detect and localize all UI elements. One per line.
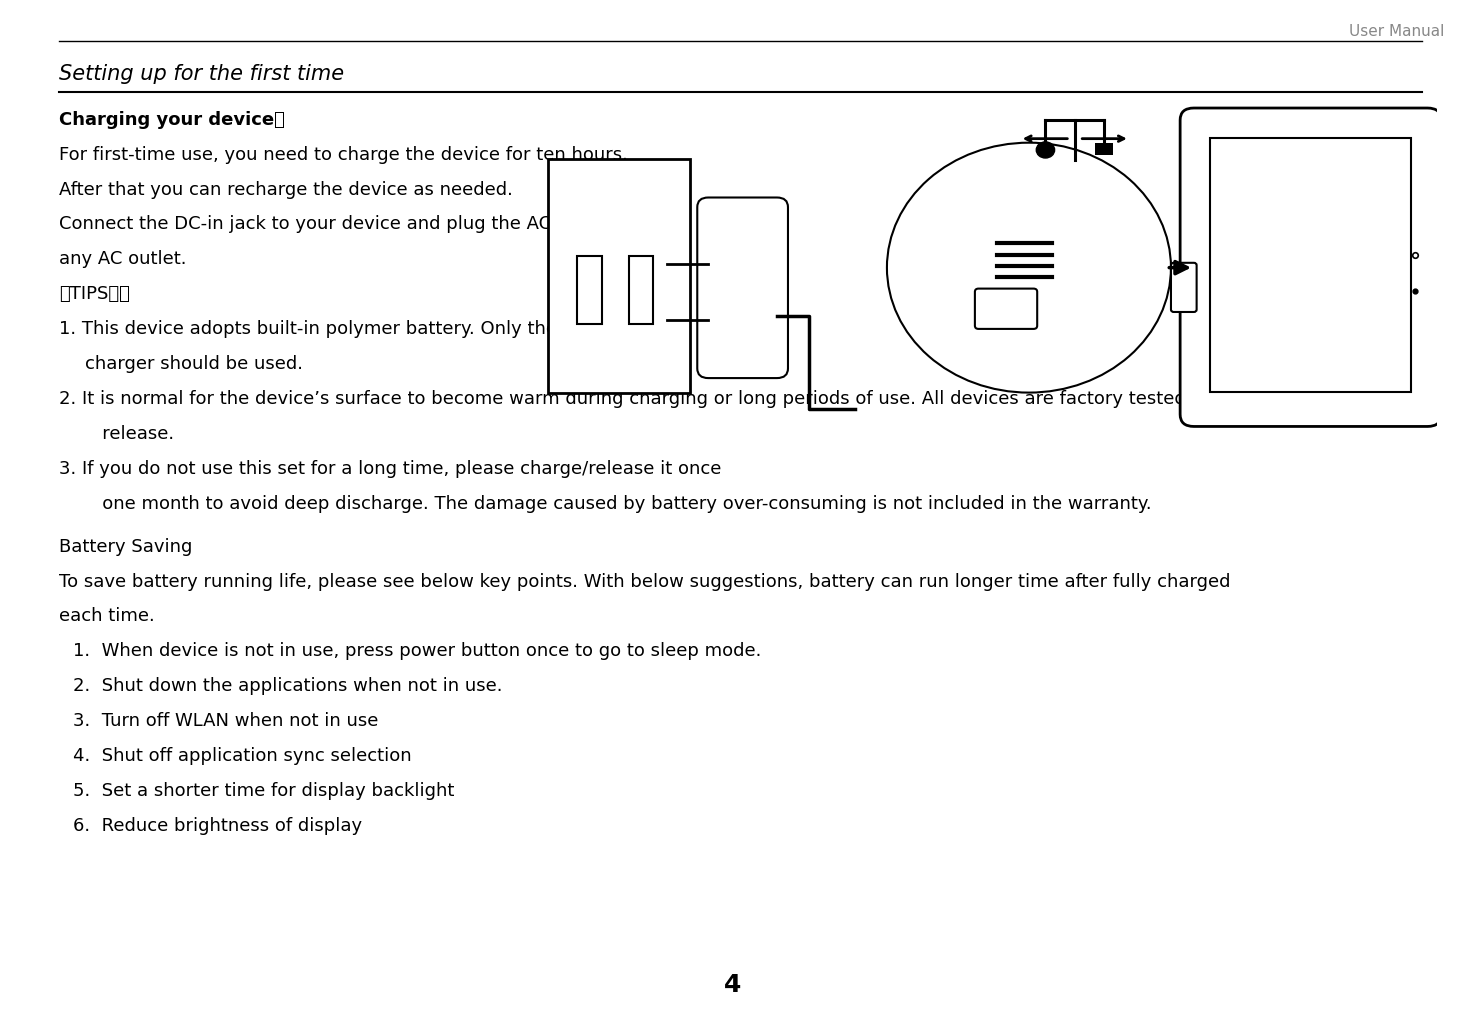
Text: For first-time use, you need to charge the device for ten hours.: For first-time use, you need to charge t… xyxy=(59,146,627,164)
Text: release.: release. xyxy=(85,425,174,443)
Text: 2.  Shut down the applications when not in use.: 2. Shut down the applications when not i… xyxy=(73,677,503,696)
Text: any AC outlet.: any AC outlet. xyxy=(59,250,186,269)
Text: 【TIPS】：: 【TIPS】： xyxy=(59,285,129,304)
Text: 5.  Set a shorter time for display backlight: 5. Set a shorter time for display backli… xyxy=(73,782,454,800)
FancyBboxPatch shape xyxy=(975,288,1038,329)
FancyBboxPatch shape xyxy=(698,198,789,379)
Text: each time.: each time. xyxy=(59,607,154,626)
Text: 1. This device adopts built-in polymer battery. Only the specified: 1. This device adopts built-in polymer b… xyxy=(59,320,644,339)
Circle shape xyxy=(1036,142,1054,158)
FancyBboxPatch shape xyxy=(1211,137,1410,392)
FancyBboxPatch shape xyxy=(1171,263,1196,312)
Text: 2. It is normal for the device’s surface to become warm during charging or long : 2. It is normal for the device’s surface… xyxy=(59,390,1249,408)
FancyBboxPatch shape xyxy=(548,159,690,393)
Text: 6.  Reduce brightness of display: 6. Reduce brightness of display xyxy=(73,817,362,835)
FancyBboxPatch shape xyxy=(1180,108,1441,427)
FancyBboxPatch shape xyxy=(629,255,654,324)
Text: Setting up for the first time: Setting up for the first time xyxy=(59,64,343,83)
Text: Connect the DC-in jack to your device and plug the AC adapter into: Connect the DC-in jack to your device an… xyxy=(59,215,667,234)
Text: 1.  When device is not in use, press power button once to go to sleep mode.: 1. When device is not in use, press powe… xyxy=(73,642,762,661)
Text: 4: 4 xyxy=(724,974,742,997)
Text: 3. If you do not use this set for a long time, please charge/release it once: 3. If you do not use this set for a long… xyxy=(59,460,721,478)
Text: one month to avoid deep discharge. The damage caused by battery over-consuming i: one month to avoid deep discharge. The d… xyxy=(85,495,1152,513)
Text: Charging your device：: Charging your device： xyxy=(59,111,284,129)
FancyBboxPatch shape xyxy=(578,255,603,324)
Circle shape xyxy=(887,143,1171,393)
Text: After that you can recharge the device as needed.: After that you can recharge the device a… xyxy=(59,181,513,199)
Text: charger should be used.: charger should be used. xyxy=(85,355,303,373)
Text: 3.  Turn off WLAN when not in use: 3. Turn off WLAN when not in use xyxy=(73,712,378,731)
Text: To save battery running life, please see below key points. With below suggestion: To save battery running life, please see… xyxy=(59,573,1230,591)
Text: Battery Saving: Battery Saving xyxy=(59,538,192,556)
FancyBboxPatch shape xyxy=(1095,143,1113,155)
Text: 4.  Shut off application sync selection: 4. Shut off application sync selection xyxy=(73,747,412,765)
Text: User Manual: User Manual xyxy=(1349,24,1444,39)
